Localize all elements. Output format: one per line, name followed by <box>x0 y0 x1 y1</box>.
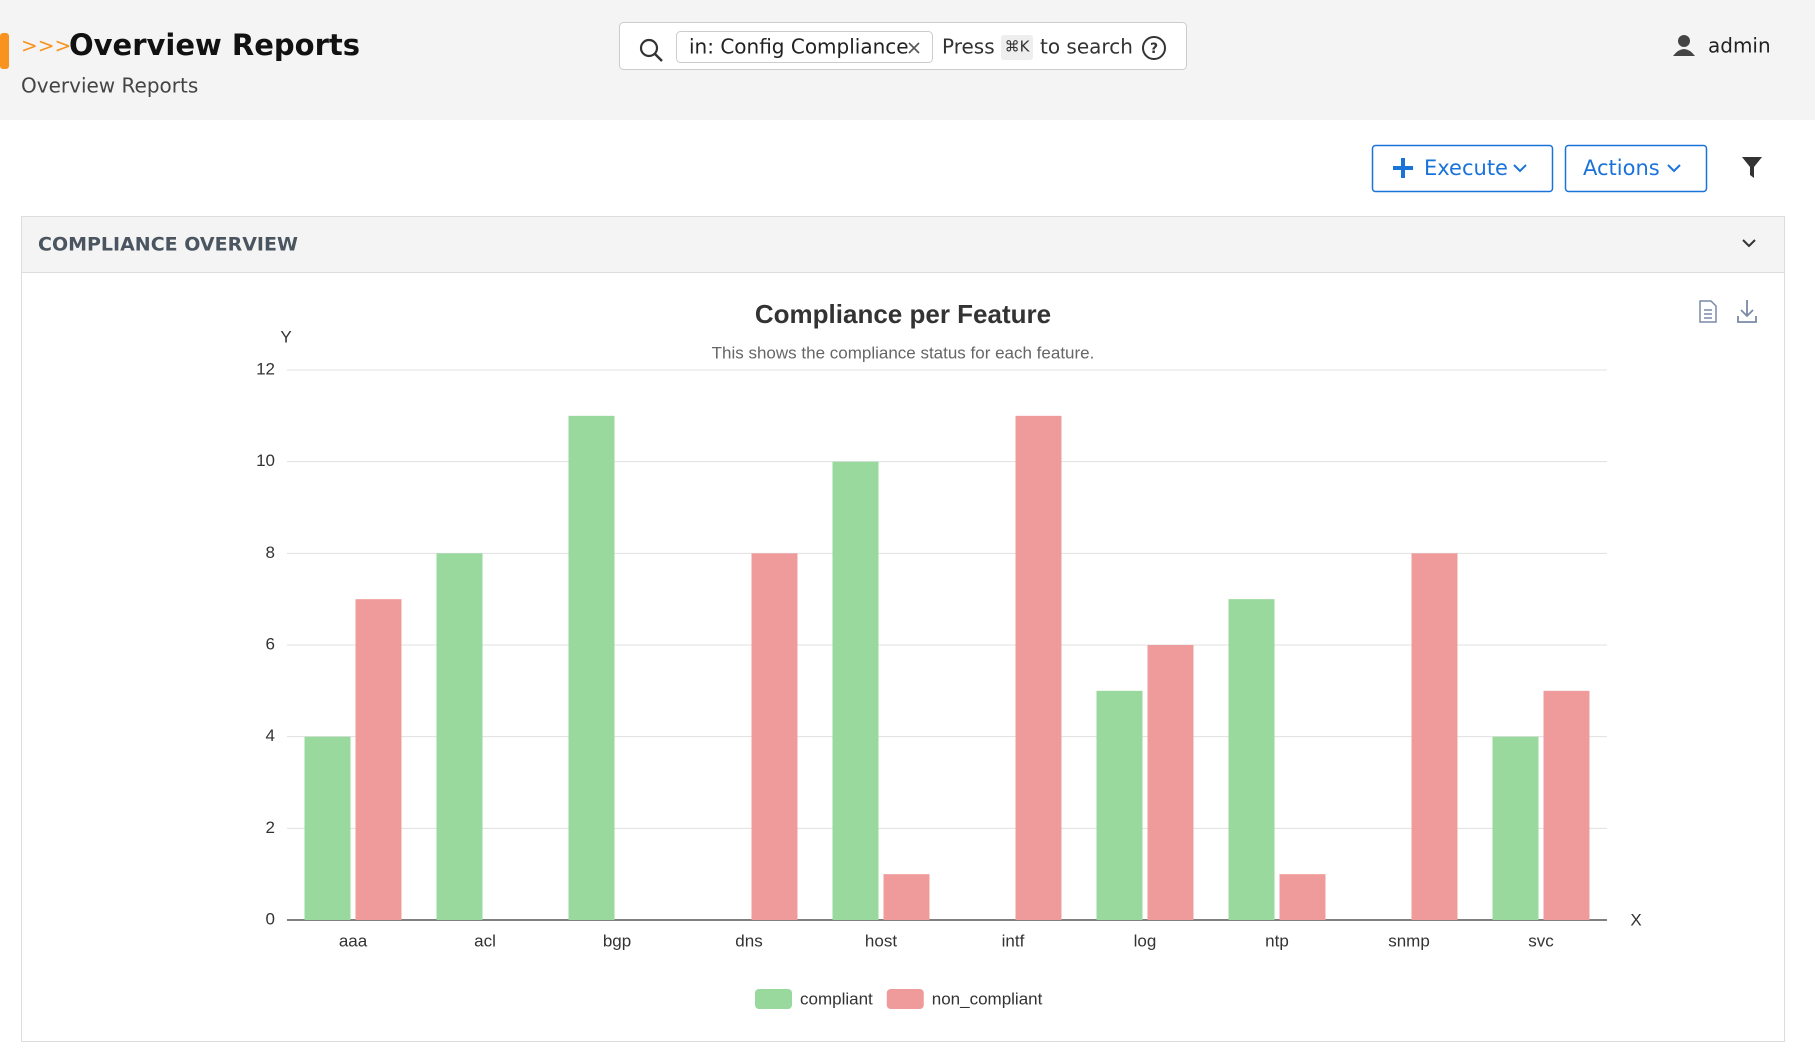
y-tick-label: 2 <box>266 818 275 837</box>
filter-button[interactable] <box>1742 157 1762 178</box>
x-axis-label: X <box>1630 910 1641 929</box>
x-tick-label: aaa <box>339 931 368 950</box>
bar <box>1492 736 1539 920</box>
bar <box>751 553 798 920</box>
bar <box>568 415 615 920</box>
legend-label: non_compliant <box>932 989 1043 1008</box>
execute-button[interactable]: Execute <box>1371 144 1554 193</box>
y-tick-label: 4 <box>266 726 275 745</box>
svg-text:?: ? <box>1150 41 1158 57</box>
x-tick-label: snmp <box>1388 931 1430 950</box>
x-tick-label: acl <box>474 931 496 950</box>
panel-header[interactable] <box>22 217 1784 272</box>
x-tick-label: dns <box>735 931 762 950</box>
x-tick-label: log <box>1134 931 1157 950</box>
bar <box>1096 690 1143 920</box>
legend-label: compliant <box>800 989 873 1008</box>
y-tick-label: 12 <box>256 359 275 378</box>
bar <box>1279 874 1326 920</box>
search-hint: to search <box>1040 35 1133 59</box>
actions-button[interactable]: Actions <box>1564 144 1708 193</box>
side-tab <box>0 33 9 69</box>
export-doc[interactable] <box>1699 300 1717 323</box>
user-name: admin <box>1708 34 1771 58</box>
bar <box>304 736 351 920</box>
y-tick-label: 6 <box>266 634 275 653</box>
bar <box>355 599 402 920</box>
legend-swatch <box>755 989 792 1009</box>
chart-title: Compliance per Feature <box>755 299 1051 329</box>
x-tick-label: ntp <box>1265 931 1289 950</box>
bar <box>883 874 930 920</box>
bar <box>1015 415 1062 920</box>
search-press: Press <box>942 35 995 59</box>
bar <box>1411 553 1458 920</box>
collapse-toggle[interactable] <box>1742 239 1756 248</box>
x-tick-label: intf <box>1002 931 1025 950</box>
legend-swatch <box>886 989 924 1009</box>
download[interactable] <box>1737 300 1757 323</box>
y-tick-label: 10 <box>256 451 275 470</box>
header-prefix: >>> <box>21 34 71 58</box>
search-shortcut: ⌘K <box>1005 38 1031 56</box>
bar <box>1543 690 1590 920</box>
chart-subtitle: This shows the compliance status for eac… <box>712 343 1095 362</box>
y-tick-label: 8 <box>266 543 275 562</box>
bar <box>1228 599 1275 920</box>
x-tick-label: host <box>865 931 897 950</box>
panel-title: COMPLIANCE OVERVIEW <box>38 234 298 256</box>
y-axis-label: Y <box>280 327 291 346</box>
y-tick-label: 0 <box>266 909 275 928</box>
x-tick-label: svc <box>1528 931 1554 950</box>
bar <box>832 461 879 920</box>
x-tick-label: bgp <box>603 931 631 950</box>
user-menu[interactable]: admin <box>1673 34 1771 58</box>
execute-label: Execute <box>1424 156 1508 180</box>
page-title: Overview Reports <box>69 28 360 62</box>
bar <box>436 553 483 920</box>
actions-label: Actions <box>1583 156 1660 180</box>
breadcrumb[interactable]: Overview Reports <box>21 74 198 98</box>
search-box[interactable]: in: Config Compliance Press ⌘K to search… <box>619 22 1187 70</box>
search-chip: in: Config Compliance <box>689 35 909 59</box>
bar <box>1147 645 1194 920</box>
